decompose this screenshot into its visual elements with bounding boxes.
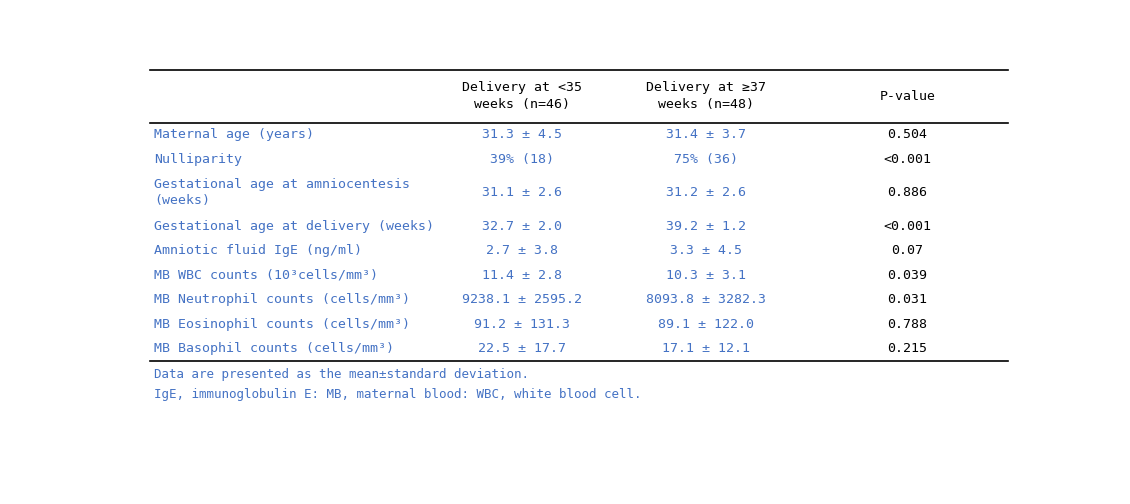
Text: <0.001: <0.001 [884,220,931,233]
Text: Delivery at ≥37
weeks (n=48): Delivery at ≥37 weeks (n=48) [646,81,766,111]
Text: Gestational age at amniocentesis
(weeks): Gestational age at amniocentesis (weeks) [155,178,410,207]
Text: 0.07: 0.07 [892,244,923,258]
Text: 3.3 ± 4.5: 3.3 ± 4.5 [670,244,742,258]
Text: Amniotic fluid IgE (ng/ml): Amniotic fluid IgE (ng/ml) [155,244,363,258]
Text: 0.031: 0.031 [887,293,928,306]
Text: 2.7 ± 3.8: 2.7 ± 3.8 [486,244,558,258]
Text: Delivery at <35
weeks (n=46): Delivery at <35 weeks (n=46) [462,81,582,111]
Text: 22.5 ± 17.7: 22.5 ± 17.7 [478,342,566,355]
Text: 39% (18): 39% (18) [490,153,554,166]
Text: 0.039: 0.039 [887,269,928,282]
Text: 31.2 ± 2.6: 31.2 ± 2.6 [666,186,746,200]
Text: 10.3 ± 3.1: 10.3 ± 3.1 [666,269,746,282]
Text: IgE, immunoglobulin E: MB, maternal blood: WBC, white blood cell.: IgE, immunoglobulin E: MB, maternal bloo… [155,388,642,401]
Text: 39.2 ± 1.2: 39.2 ± 1.2 [666,220,746,233]
Text: 31.3 ± 4.5: 31.3 ± 4.5 [483,129,563,141]
Text: Nulliparity: Nulliparity [155,153,243,166]
Text: MB Basophil counts (cells/mm³): MB Basophil counts (cells/mm³) [155,342,394,355]
Text: 0.886: 0.886 [887,186,928,200]
Text: MB Neutrophil counts (cells/mm³): MB Neutrophil counts (cells/mm³) [155,293,410,306]
Text: 0.504: 0.504 [887,129,928,141]
Text: 9238.1 ± 2595.2: 9238.1 ± 2595.2 [462,293,582,306]
Text: Maternal age (years): Maternal age (years) [155,129,314,141]
Text: 31.4 ± 3.7: 31.4 ± 3.7 [666,129,746,141]
Text: 8093.8 ± 3282.3: 8093.8 ± 3282.3 [646,293,766,306]
Text: 0.215: 0.215 [887,342,928,355]
Text: 32.7 ± 2.0: 32.7 ± 2.0 [483,220,563,233]
Text: P-value: P-value [879,90,936,103]
Text: 75% (36): 75% (36) [675,153,738,166]
Text: Gestational age at delivery (weeks): Gestational age at delivery (weeks) [155,220,434,233]
Text: 0.788: 0.788 [887,318,928,331]
Text: 17.1 ± 12.1: 17.1 ± 12.1 [662,342,750,355]
Text: 89.1 ± 122.0: 89.1 ± 122.0 [658,318,754,331]
Text: <0.001: <0.001 [884,153,931,166]
Text: MB WBC counts (10³cells/mm³): MB WBC counts (10³cells/mm³) [155,269,379,282]
Text: 11.4 ± 2.8: 11.4 ± 2.8 [483,269,563,282]
Text: Data are presented as the mean±standard deviation.: Data are presented as the mean±standard … [155,368,529,381]
Text: 91.2 ± 131.3: 91.2 ± 131.3 [475,318,571,331]
Text: 31.1 ± 2.6: 31.1 ± 2.6 [483,186,563,200]
Text: MB Eosinophil counts (cells/mm³): MB Eosinophil counts (cells/mm³) [155,318,410,331]
